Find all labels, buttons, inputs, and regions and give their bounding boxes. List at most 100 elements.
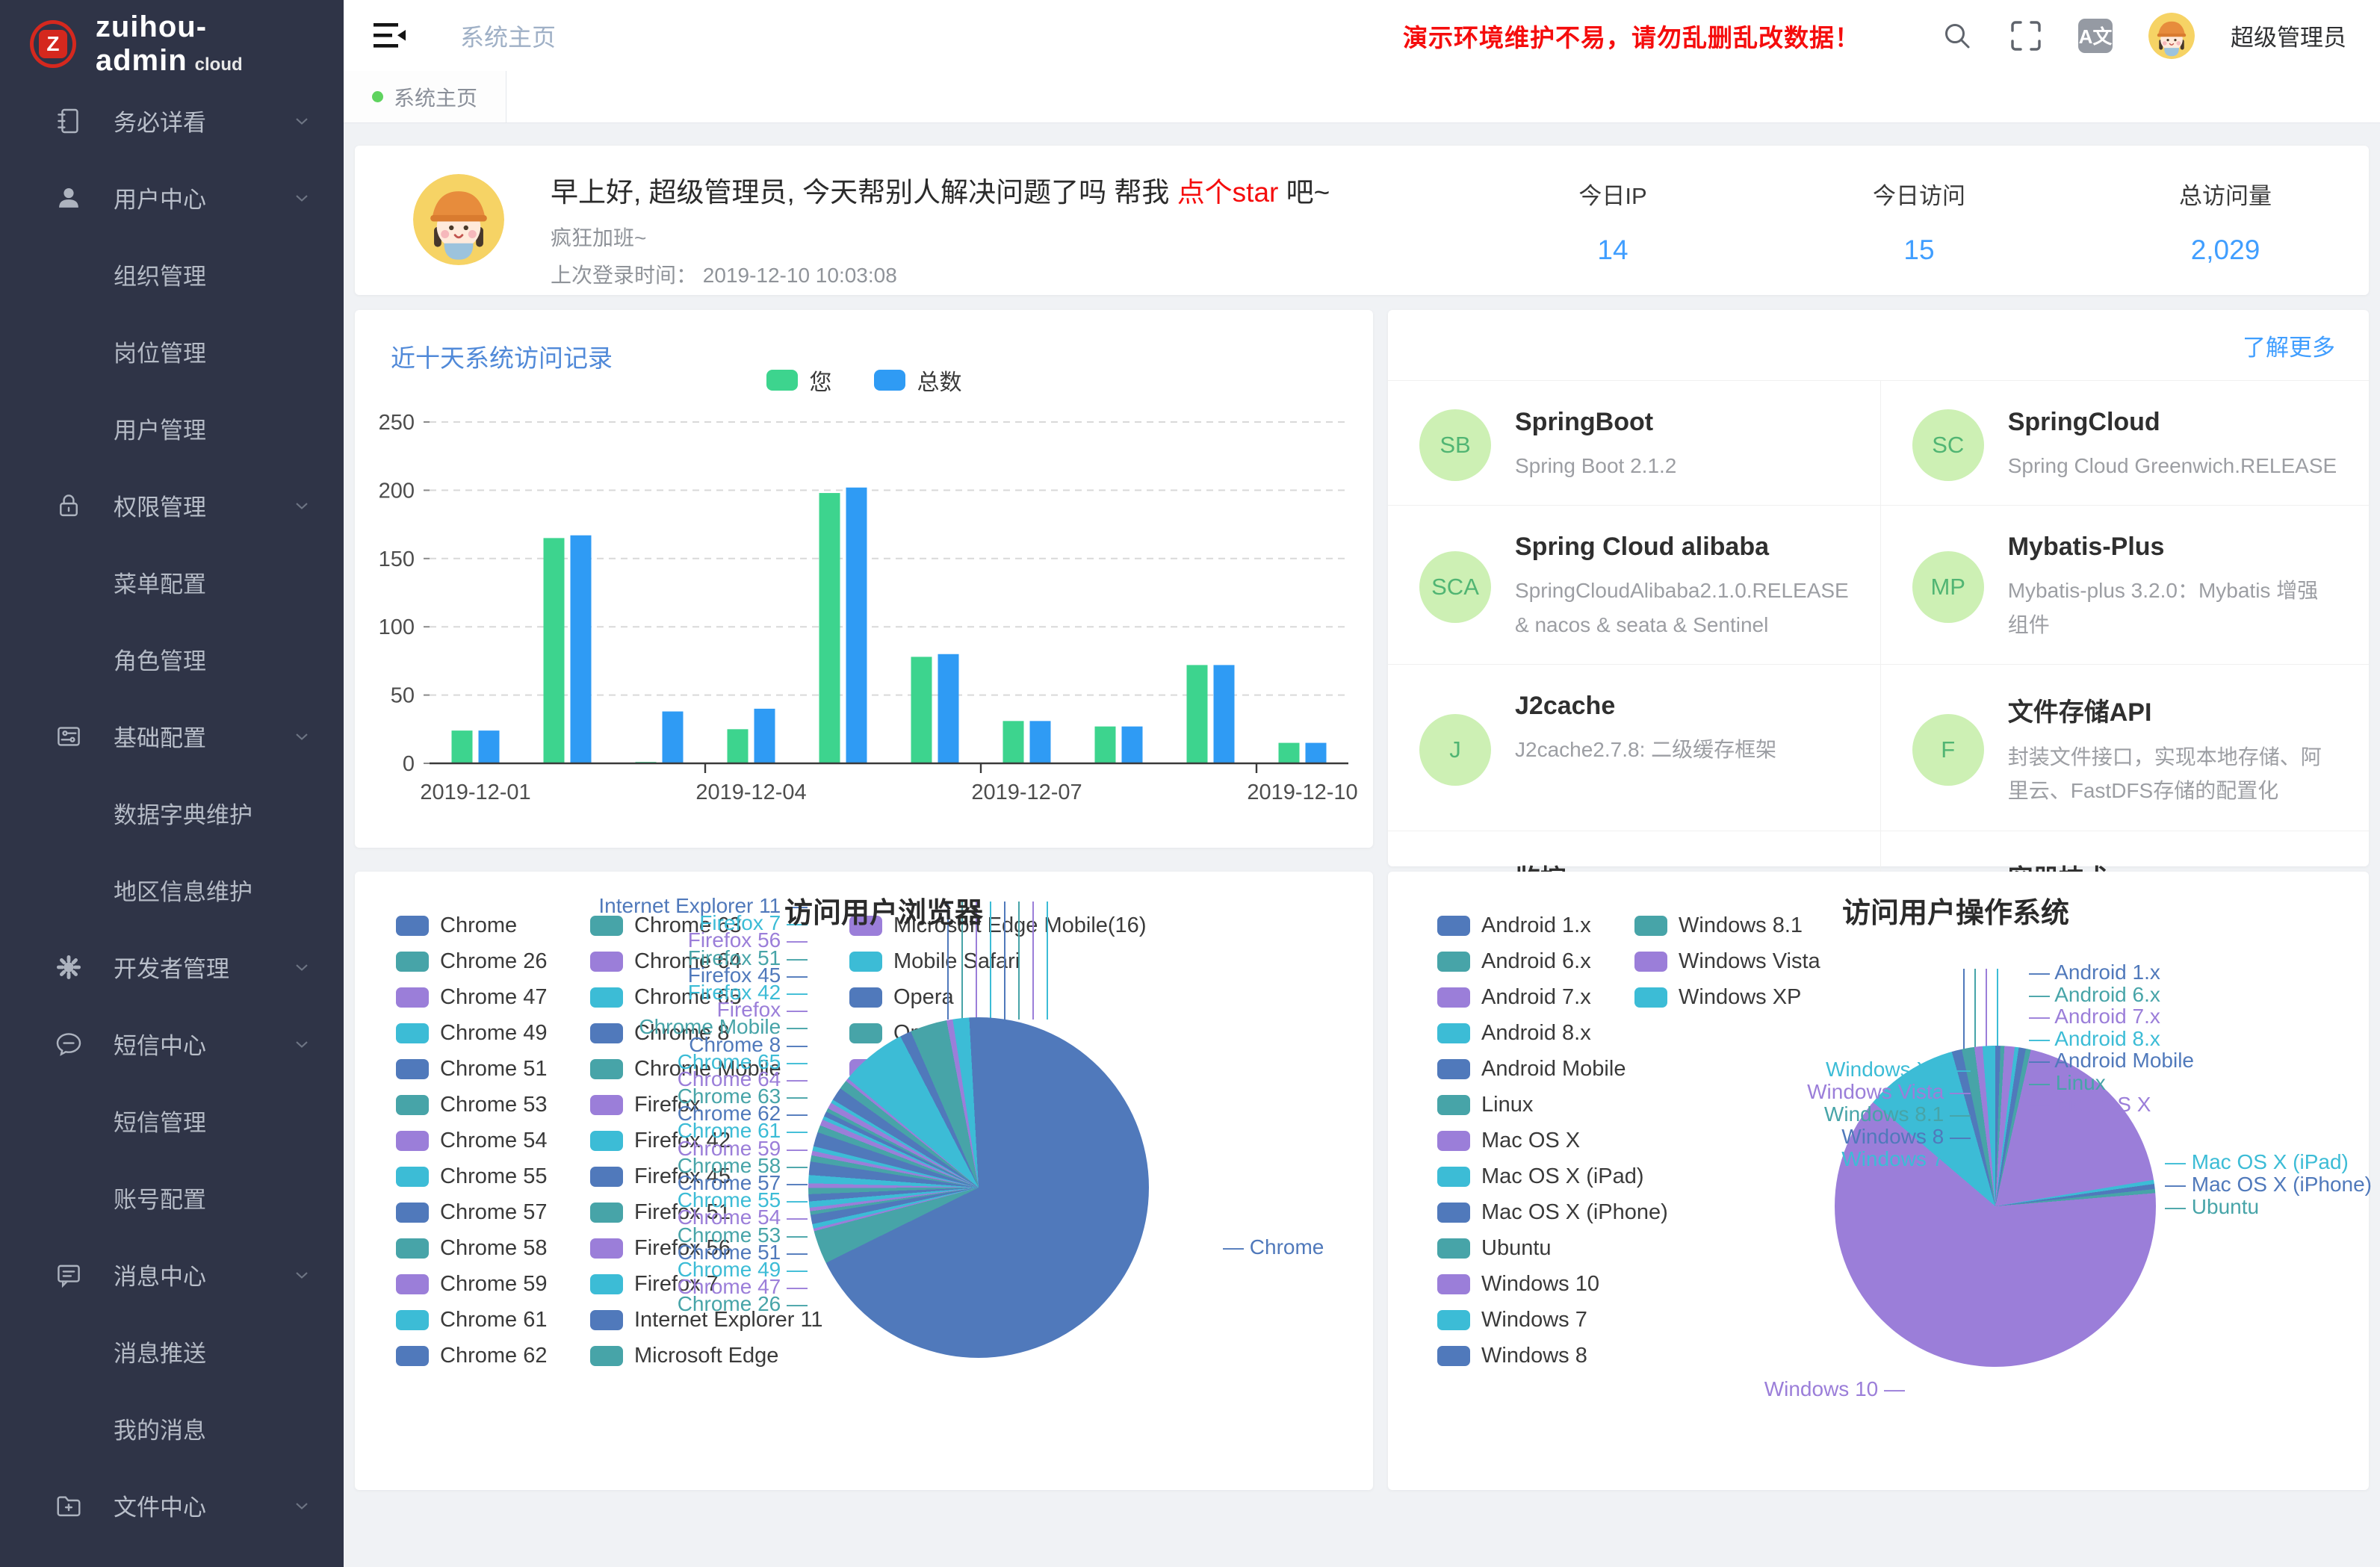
sidebar-item-menu-config[interactable]: 菜单配置 <box>0 544 344 621</box>
pie-legend-item[interactable]: Android 1.x <box>1437 907 1668 943</box>
tech-abbr-badge: J <box>1419 714 1491 786</box>
pie-callout-label: — Android 6.x <box>2029 984 2194 1006</box>
legend-swatch <box>1437 987 1470 1008</box>
pie-callout-label: — Mac OS X (iPad) <box>2165 1151 2372 1173</box>
pie-callout-label: — Android 7.x <box>2029 1005 2194 1028</box>
tech-item-mp: MPMybatis-PlusMybatis-plus 3.2.0：Mybatis… <box>1881 506 2369 665</box>
sidebar-item-label: 地区信息维护 <box>114 873 312 907</box>
svg-text:2019-12-07: 2019-12-07 <box>971 781 1082 804</box>
sidebar-item-sms-center[interactable]: 短信中心 <box>0 1005 344 1082</box>
legend-swatch <box>1437 916 1470 936</box>
sidebar-item-label: 用户管理 <box>114 412 312 445</box>
tech-abbr-badge: F <box>1912 714 1984 786</box>
pie-legend-item[interactable]: Android 6.x <box>1437 943 1668 979</box>
sidebar-item-label: 基础配置 <box>114 719 291 753</box>
sidebar-item-label: 数据字典维护 <box>114 796 312 830</box>
sidebar-item-user-center[interactable]: 用户中心 <box>0 159 344 236</box>
sidebar-item-role-manage[interactable]: 角色管理 <box>0 621 344 698</box>
pie-legend-item[interactable]: Windows 10 <box>1437 1266 1668 1302</box>
svg-text:50: 50 <box>391 684 415 708</box>
pie-legend-item[interactable]: Windows Vista <box>1634 943 1820 979</box>
pie-legend-column-2: Windows 8.1Windows VistaWindows XP <box>1634 907 1820 1015</box>
folder-icon <box>54 1491 84 1521</box>
pie-legend-item[interactable]: Windows 7 <box>1437 1302 1668 1338</box>
user-avatar <box>413 174 504 265</box>
pie-legend-item[interactable]: Android 8.x <box>1437 1015 1668 1051</box>
legend-label: Microsoft Edge <box>634 1344 778 1368</box>
pie-callout-label: — Android Mobile <box>2029 1049 2194 1072</box>
app-title-suffix: cloud <box>195 55 243 75</box>
sidebar-item-msg-push[interactable]: 消息推送 <box>0 1313 344 1390</box>
legend-swatch <box>396 1203 429 1223</box>
tech-title: 文件存储API <box>2008 692 2337 728</box>
sidebar-item-dev-manage[interactable]: 开发者管理 <box>0 928 344 1005</box>
legend-swatch <box>396 1238 429 1259</box>
pie-legend-item[interactable]: Mobile Safari <box>849 943 1146 979</box>
pie-legend-item[interactable]: Chrome 62 <box>396 1338 547 1374</box>
tech-desc: Spring Cloud Greenwich.RELEASE <box>2008 449 2337 482</box>
sidebar-item-dict-maintain[interactable]: 数据字典维护 <box>0 775 344 851</box>
learn-more-link[interactable]: 了解更多 <box>2243 329 2335 362</box>
pie-legend-item[interactable]: Mac OS X (iPhone) <box>1437 1194 1668 1230</box>
legend-label: Android 7.x <box>1481 985 1591 1010</box>
search-icon[interactable] <box>1941 19 1974 52</box>
pie-legend-item[interactable]: Windows 8 <box>1437 1338 1668 1374</box>
pie-chart[interactable] <box>808 1017 1149 1358</box>
sidebar-item-my-msg[interactable]: 我的消息 <box>0 1390 344 1467</box>
notebook-icon <box>54 106 84 136</box>
avatar[interactable] <box>2148 13 2195 59</box>
sidebar-item-base-config[interactable]: 基础配置 <box>0 698 344 775</box>
sidebar-item-region-maintain[interactable]: 地区信息维护 <box>0 851 344 928</box>
fullscreen-icon[interactable] <box>2009 19 2042 52</box>
svg-text:2019-12-01: 2019-12-01 <box>420 781 530 804</box>
sidebar-item-user-manage[interactable]: 用户管理 <box>0 390 344 467</box>
pie-legend-item[interactable]: Microsoft Edge <box>590 1338 823 1374</box>
username[interactable]: 超级管理员 <box>2231 19 2346 52</box>
collapse-menu-icon[interactable] <box>374 21 406 51</box>
translate-icon[interactable]: A文 <box>2078 19 2113 53</box>
logo-icon: Z <box>30 20 76 68</box>
tab-label: 系统主页 <box>394 82 477 112</box>
pie-callout-label: — Mac OS X <box>2029 1093 2194 1116</box>
tech-abbr-badge: SB <box>1419 409 1491 481</box>
sidebar-item-org-manage[interactable]: 组织管理 <box>0 236 344 313</box>
legend-swatch <box>1634 952 1667 972</box>
legend-label: Windows 10 <box>1481 1272 1599 1297</box>
sidebar-item-must-read[interactable]: 务必详看 <box>0 82 344 159</box>
tab-home[interactable]: 系统主页 <box>344 71 506 122</box>
legend-label: Chrome 62 <box>440 1344 547 1368</box>
bar-chart: 0501001502002502019-12-012019-12-042019-… <box>355 310 1373 848</box>
sidebar-item-msg-center[interactable]: 消息中心 <box>0 1236 344 1313</box>
pie-callout-label: — Chrome <box>1223 1235 1324 1260</box>
pie-callout-labels: — Mac OS X (iPad)— Mac OS X (iPhone)— Ub… <box>2165 1151 2372 1218</box>
pie-legend-item[interactable]: Opera <box>849 979 1146 1015</box>
legend-label: Mac OS X <box>1481 1129 1580 1153</box>
gear-icon <box>54 952 84 982</box>
legend-label: Windows 7 <box>1481 1308 1587 1332</box>
sidebar-item-sms-account[interactable]: 账号配置 <box>0 1159 344 1236</box>
tech-title: SpringCloud <box>2008 408 2337 437</box>
sidebar-item-label: 务必详看 <box>114 104 291 137</box>
svg-text:100: 100 <box>379 615 415 639</box>
sidebar-item-file-center[interactable]: 文件中心 <box>0 1467 344 1544</box>
tech-stack-card: 了解更多 SBSpringBootSpring Boot 2.1.2SCSpri… <box>1388 310 2369 866</box>
browser-pie-card: 访问用户浏览器 ChromeChrome 26Chrome 47Chrome 4… <box>355 872 1373 1490</box>
legend-swatch <box>396 1023 429 1043</box>
star-link[interactable]: 点个star <box>1177 177 1279 208</box>
pie-legend-item[interactable]: Android 7.x <box>1437 979 1668 1015</box>
legend-swatch <box>396 987 429 1008</box>
tab-bar: 系统主页 <box>344 71 2380 123</box>
legend-swatch <box>1437 1023 1470 1043</box>
legend-swatch <box>396 952 429 972</box>
sidebar-item-label: 短信中心 <box>114 1027 291 1061</box>
svg-text:200: 200 <box>379 479 415 503</box>
pie-legend-item[interactable]: Windows 8.1 <box>1634 907 1820 943</box>
pie-legend-item[interactable]: Windows XP <box>1634 979 1820 1015</box>
legend-swatch <box>396 1059 429 1079</box>
sidebar-item-auth-manage[interactable]: 权限管理 <box>0 467 344 544</box>
sidebar-item-post-manage[interactable]: 岗位管理 <box>0 313 344 390</box>
pie-legend-item[interactable]: Ubuntu <box>1437 1230 1668 1266</box>
app-logo[interactable]: Z zuihou-admincloud <box>0 0 344 75</box>
sidebar-item-sms-manage[interactable]: 短信管理 <box>0 1082 344 1159</box>
sidebar-item-label: 消息中心 <box>114 1258 291 1291</box>
